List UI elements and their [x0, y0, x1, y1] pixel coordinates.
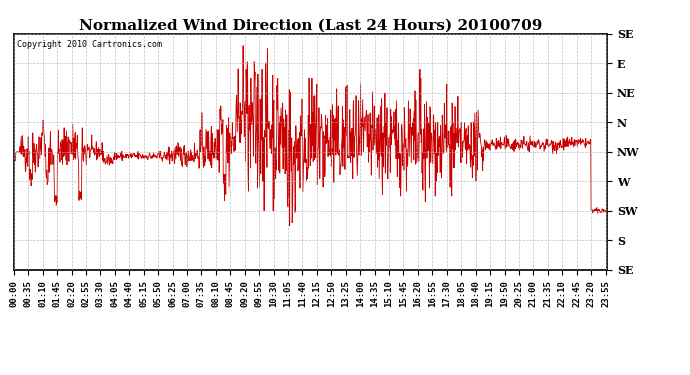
Title: Normalized Wind Direction (Last 24 Hours) 20100709: Normalized Wind Direction (Last 24 Hours… — [79, 19, 542, 33]
Text: Copyright 2010 Cartronics.com: Copyright 2010 Cartronics.com — [17, 40, 161, 49]
